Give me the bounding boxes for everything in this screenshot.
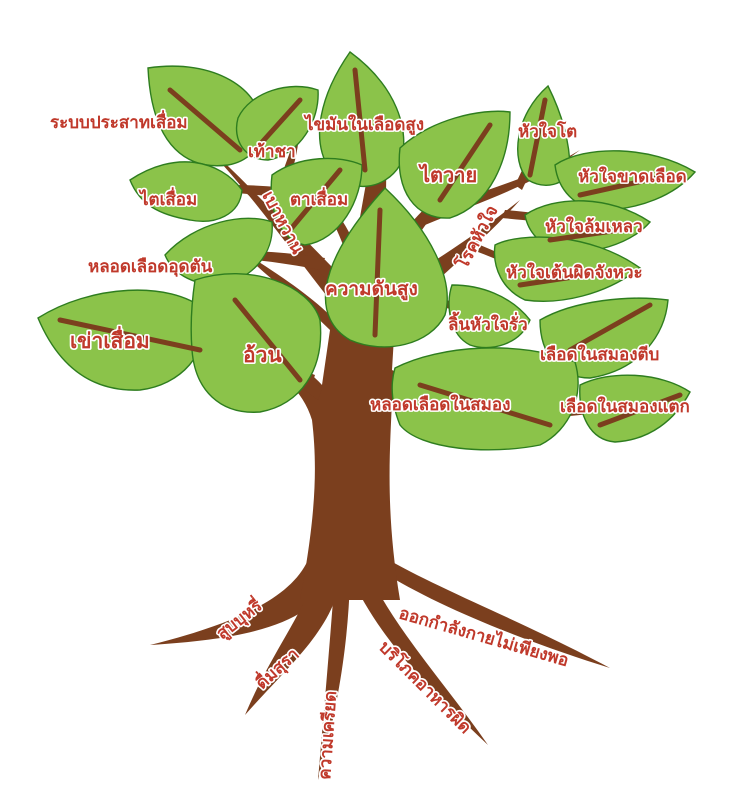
leaf-lot-lueat-ut-tan (164, 217, 273, 286)
label-hua-chai-khat-lueat: หัวใจขาดเลือด (578, 166, 687, 187)
vein-3 (352, 67, 368, 173)
vein-12 (232, 297, 303, 383)
trunk (200, 150, 560, 600)
label-boriphok-ahan-phit: บริโภคอาหารผิด (374, 637, 475, 738)
leaf-lot-lueat-samong (391, 347, 579, 451)
leaf-taek (579, 374, 691, 443)
leaf-uan (190, 273, 322, 413)
vein-4 (437, 122, 493, 203)
leaf-veins (57, 67, 683, 428)
vein-2 (252, 97, 303, 153)
label-lueat-nai-samong-taek: เลือดในสมองแตก (560, 396, 690, 417)
label-khwam-dan-sung: ความดันสูง (325, 278, 418, 301)
vein-6 (577, 172, 673, 198)
vein-7 (287, 167, 343, 233)
vein-11 (57, 317, 203, 353)
vein-10 (517, 267, 623, 288)
vein-15 (597, 392, 683, 428)
label-hua-chai-ten-phit-changwa: หัวใจเต้นผิดจังหวะ (506, 262, 643, 283)
label-tai-wai: ไตวาย (418, 163, 477, 187)
vein-5 (527, 97, 548, 178)
vein-13 (567, 302, 653, 353)
vein-14 (417, 382, 553, 428)
root-left-lower (245, 570, 335, 715)
label-hua-chai-to: หัวใจโต (518, 121, 577, 142)
label-lin-hua-chai-rua: ลิ้นหัวใจรั่ว (448, 311, 528, 335)
label-khaiman-nai-lueat-sung: ไขมันในเลือดสูง (303, 114, 424, 136)
leaf-tai-suam (129, 161, 243, 222)
label-tai-suam: ไตเสื่อม (138, 187, 197, 210)
label-lot-lueat-nai-samong: หลอดเลือดในสมอง (370, 394, 510, 415)
label-rabop-prasat-suam: ระบบประสาทเสื่อม (50, 110, 188, 133)
vein-9 (547, 227, 623, 243)
vein-1 (167, 87, 243, 153)
root-right-lower (350, 575, 488, 745)
root-mid (318, 575, 350, 780)
label-hua-chai-lom-leo: หัวใจล้มเหลว (545, 216, 643, 237)
vein-8 (372, 207, 383, 338)
roots (150, 555, 610, 780)
label-lot-lueat-ut-tan: หลอดเลือดอุดตัน (88, 256, 213, 277)
leaf-lin-rua (448, 284, 531, 349)
label-uan: อ้วน (243, 343, 282, 367)
root-right (365, 555, 610, 668)
leaf-khwam-dan (324, 187, 448, 348)
root-left (150, 560, 308, 645)
label-khao-suam: เข่าเสื่อม (70, 325, 150, 353)
label-ta-suam: ตาเสื่อม (290, 187, 348, 210)
label-lueat-nai-samong-tip: เลือดในสมองตีบ (540, 344, 659, 365)
label-khwam-khriat: ความเครียด (314, 690, 341, 780)
label-thao-cha: เท้าชา (248, 142, 296, 162)
